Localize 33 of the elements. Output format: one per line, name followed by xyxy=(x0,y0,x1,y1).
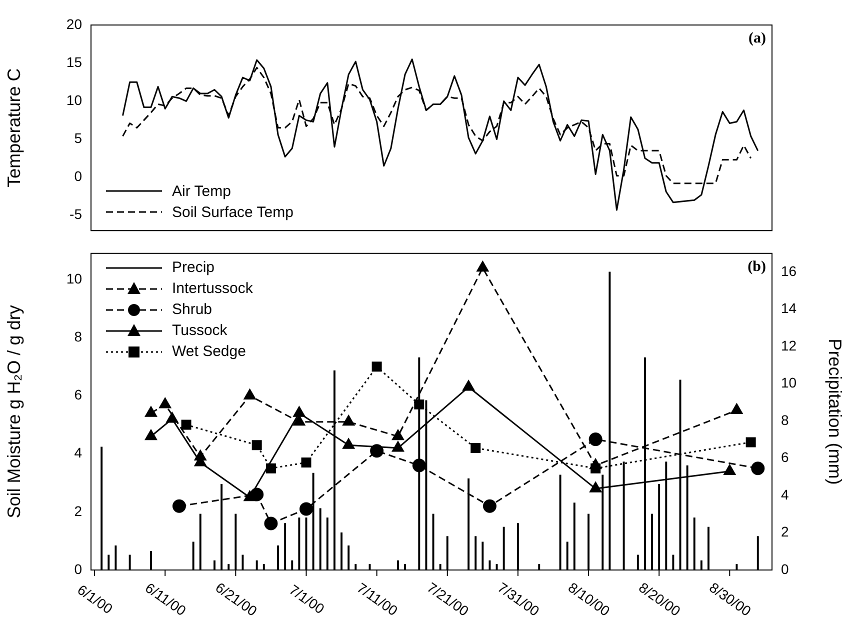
y-tick-label: 4 xyxy=(74,444,82,461)
y2-tick-label: 4 xyxy=(781,486,789,502)
y2-tick-label: 16 xyxy=(781,262,797,279)
legend-label: Air Temp xyxy=(172,182,231,202)
y-axis-title: Temperature C xyxy=(4,68,24,188)
legend-label: Wet Sedge xyxy=(172,342,246,362)
y-tick-label: 6 xyxy=(74,386,82,403)
y-tick-label: 2 xyxy=(74,502,82,519)
legend-label: Tussock xyxy=(172,321,228,342)
legend-label: Soil Surface Temp xyxy=(172,202,294,223)
y2-tick-label: 6 xyxy=(781,449,789,466)
y-tick-label: 20 xyxy=(66,16,82,32)
y-tick-label: 15 xyxy=(66,54,82,70)
y2-tick-label: 10 xyxy=(781,374,797,391)
y2-tick-label: 14 xyxy=(781,300,797,316)
y-tick-label: -5 xyxy=(70,206,82,222)
y2-tick-label: 8 xyxy=(781,412,789,428)
y-tick-label: 10 xyxy=(66,270,82,286)
y2-tick-label: 12 xyxy=(781,337,797,354)
y-tick-label: 8 xyxy=(74,328,82,344)
annotation: (b) xyxy=(748,258,766,275)
y2-axis-title: Precipitation (mm) xyxy=(825,338,846,485)
y-tick-label: 10 xyxy=(66,92,82,108)
y2-tick-label: 2 xyxy=(781,524,789,540)
legend-label: Intertussock xyxy=(172,279,253,300)
legend-label: Precip xyxy=(172,258,215,278)
y-tick-label: 0 xyxy=(74,560,82,577)
y-tick-label: 0 xyxy=(74,168,82,184)
annotation: (a) xyxy=(748,30,766,46)
y-axis-title: Soil Moisture g H₂O / g dry xyxy=(4,305,24,518)
y2-tick-label: 0 xyxy=(781,560,789,577)
legend-label: Shrub xyxy=(172,300,212,320)
y-tick-label: 5 xyxy=(74,130,82,146)
